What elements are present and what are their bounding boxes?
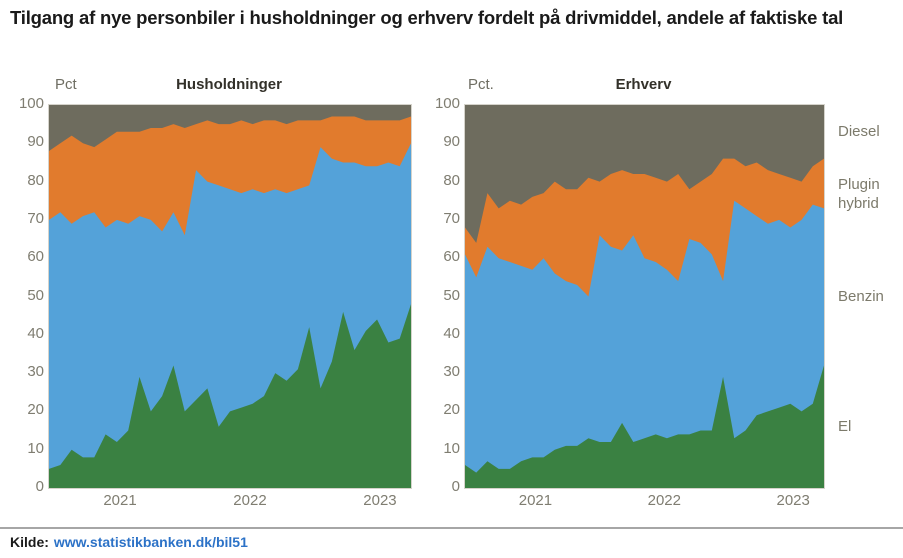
- chart-erhverv: Pct. Erhverv 100 90 80 70 60 50 40 30 20 10 0 2021…: [416, 76, 828, 526]
- y-tick-label: 60: [27, 248, 44, 266]
- y-tick-label: 90: [27, 133, 44, 151]
- x-tick-label: 2023: [363, 492, 397, 509]
- area-el: [49, 304, 411, 488]
- legend-item-benzin: Benzin: [838, 288, 884, 305]
- y-tick-label: 30: [443, 363, 460, 381]
- y-tick-label: 30: [27, 363, 44, 381]
- x-tick-label: 2021: [518, 492, 553, 509]
- x-axis-ticks: 2021 2022 2023: [48, 492, 410, 512]
- y-tick-label: 50: [443, 286, 460, 304]
- y-tick-label: 90: [443, 133, 460, 151]
- source-line: Kilde: www.statistikbanken.dk/bil51: [10, 534, 248, 551]
- plot-area-husholdninger: [48, 104, 412, 489]
- area-benzin: [465, 200, 824, 488]
- y-axis-unit-label: Pct: [55, 76, 77, 93]
- y-tick-label: 10: [27, 439, 44, 457]
- source-label: Kilde:: [10, 534, 49, 550]
- x-tick-label: 2023: [776, 492, 810, 509]
- y-tick-label: 0: [451, 478, 460, 495]
- y-tick-label: 70: [443, 209, 460, 227]
- legend-item-el: El: [838, 418, 852, 435]
- x-tick-label: 2022: [647, 492, 681, 509]
- source-link[interactable]: www.statistikbanken.dk/bil51: [53, 534, 248, 550]
- page-title: Tilgang af nye personbiler i husholdning…: [10, 7, 844, 28]
- y-axis-ticks: 100 90 80 70 60 50 40 30 20 10 0: [416, 76, 460, 526]
- y-tick-label: 100: [434, 95, 460, 112]
- y-tick-label: 20: [27, 401, 44, 419]
- chart-title-husholdninger: Husholdninger: [176, 76, 282, 93]
- y-tick-label: 80: [27, 171, 44, 189]
- x-axis-ticks: 2021 2022 2023: [464, 492, 823, 512]
- legend: Diesel Plugin hybrid Benzin El: [836, 0, 902, 558]
- y-axis-ticks: 100 90 80 70 60 50 40 30 20 10 0: [0, 76, 44, 526]
- area-el: [465, 365, 824, 488]
- y-tick-label: 40: [27, 324, 44, 342]
- y-tick-label: 20: [443, 401, 460, 419]
- stacked-area-chart: [465, 105, 824, 488]
- y-tick-label: 100: [18, 95, 44, 112]
- y-tick-label: 60: [443, 248, 460, 266]
- chart-husholdninger: Pct Husholdninger 100 90 80 70 60 50 40 30 20 10 0…: [0, 76, 412, 526]
- legend-item-plugin-hybrid: Plugin hybrid: [838, 176, 880, 212]
- legend-item-diesel: Diesel: [838, 123, 880, 140]
- plot-area-erhverv: [464, 104, 825, 489]
- x-tick-label: 2021: [103, 492, 137, 509]
- y-tick-label: 10: [443, 439, 460, 457]
- stacked-area-chart: [49, 105, 411, 488]
- footer-divider: [0, 527, 903, 529]
- y-axis-unit-label: Pct.: [468, 76, 494, 93]
- chart-title-erhverv: Erhverv: [615, 76, 672, 93]
- y-tick-label: 40: [443, 324, 460, 342]
- y-tick-label: 70: [27, 209, 44, 227]
- y-tick-label: 80: [443, 171, 460, 189]
- x-tick-label: 2022: [233, 492, 267, 509]
- y-tick-label: 0: [35, 478, 44, 495]
- y-tick-label: 50: [27, 286, 44, 304]
